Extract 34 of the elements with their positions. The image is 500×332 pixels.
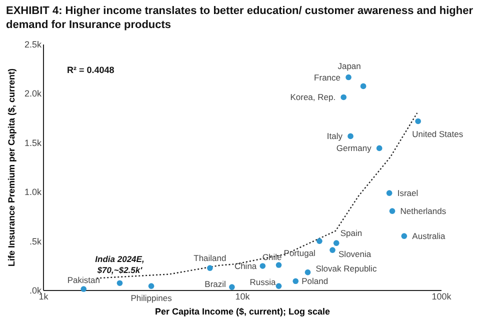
annotation: Portugal — [284, 248, 316, 258]
x-tick-label: 1k — [38, 292, 49, 302]
annotation: United States — [412, 129, 464, 140]
annotation: Brazil — [204, 279, 226, 290]
annotation: Germany — [336, 143, 372, 154]
annotation: France — [314, 72, 341, 82]
annotation: Philippines — [130, 293, 172, 304]
annotation: Korea, Rep. — [290, 92, 336, 102]
annotation: Japan — [338, 61, 362, 72]
x-tick-label: 10k — [235, 292, 250, 302]
y-tick-label: 2.5k — [24, 40, 42, 50]
y-tick-label: 1.5k — [24, 138, 42, 148]
annotation: China — [234, 260, 257, 271]
annotation: Chile — [262, 252, 282, 262]
y-tick-label: 2.0k — [24, 88, 42, 99]
annotation: Israel — [397, 188, 418, 198]
annotation: Thailand — [194, 253, 227, 264]
x-axis-title: Per Capita Income ($, current); Log scale — [154, 306, 330, 316]
y-axis-title: Life Insurance Premium per Capita ($, current) — [6, 68, 16, 267]
annotation: Italy — [326, 131, 344, 142]
annotation: Spain — [340, 228, 362, 238]
annotation: Slovak Republic — [316, 263, 378, 274]
annotation: R² = 0.4048 — [67, 65, 114, 75]
annotation: Russia — [250, 277, 276, 288]
chart-title: EXHIBIT 4: Higher income translates to better education/ customer awareness and higher demand for Insurance products — [5, 4, 474, 33]
annotation: Slovenia — [338, 249, 372, 260]
annotation: Netherlands — [400, 206, 446, 216]
y-tick-label: .5k — [29, 236, 42, 246]
x-tick-label: 100k — [432, 292, 452, 302]
annotation: Australia — [412, 231, 446, 242]
annotation: India 2024E, $70,~$2.5k' — [95, 254, 144, 276]
annotation: Poland — [302, 276, 328, 286]
y-tick-label: 1.0k — [24, 187, 42, 198]
annotation: Pakistan — [67, 275, 100, 286]
